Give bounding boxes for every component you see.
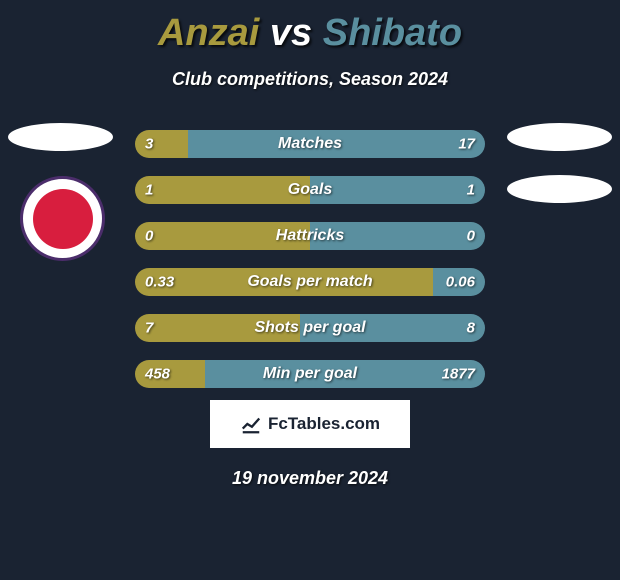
team-badge-inner [33,189,93,249]
fctables-logo[interactable]: FcTables.com [210,400,410,448]
team-badge [20,176,105,261]
stat-row: Shots per goal 7 8 [135,314,485,342]
logo-text: FcTables.com [268,414,380,434]
stat-value-right: 17 [458,136,475,153]
page-title: Anzai vs Shibato [0,0,620,55]
player1-oval [8,123,113,151]
stats-container: Matches 3 17 Goals 1 1 Hattricks 0 0 Goals per ma… [0,130,620,388]
stat-label: Shots per goal [254,319,365,337]
stat-value-right: 8 [467,320,475,337]
stat-label: Hattricks [276,227,344,245]
subtitle: Club competitions, Season 2024 [0,69,620,90]
stat-bar-right [310,176,485,204]
date-text: 19 november 2024 [0,468,620,489]
title-vs: vs [270,12,312,54]
chart-icon [240,413,262,435]
stat-value-right: 1877 [442,366,475,383]
stat-label: Matches [278,135,342,153]
stat-value-right: 0.06 [446,274,475,291]
player2-oval-2 [507,175,612,203]
stat-value-left: 3 [145,136,153,153]
player1-name: Anzai [158,12,259,54]
stat-bar-left [135,176,310,204]
player2-name: Shibato [323,12,462,54]
stat-row: Min per goal 458 1877 [135,360,485,388]
player2-oval [507,123,612,151]
stat-value-left: 0 [145,228,153,245]
stat-value-left: 1 [145,182,153,199]
stat-bar-left [135,130,188,158]
stat-label: Goals per match [247,273,372,291]
stat-row: Goals 1 1 [135,176,485,204]
stat-value-right: 0 [467,228,475,245]
stat-value-right: 1 [467,182,475,199]
stat-value-left: 7 [145,320,153,337]
stat-label: Goals [288,181,332,199]
stat-row: Goals per match 0.33 0.06 [135,268,485,296]
stat-value-left: 458 [145,366,170,383]
stat-value-left: 0.33 [145,274,174,291]
stat-row: Matches 3 17 [135,130,485,158]
stat-label: Min per goal [263,365,357,383]
stat-row: Hattricks 0 0 [135,222,485,250]
